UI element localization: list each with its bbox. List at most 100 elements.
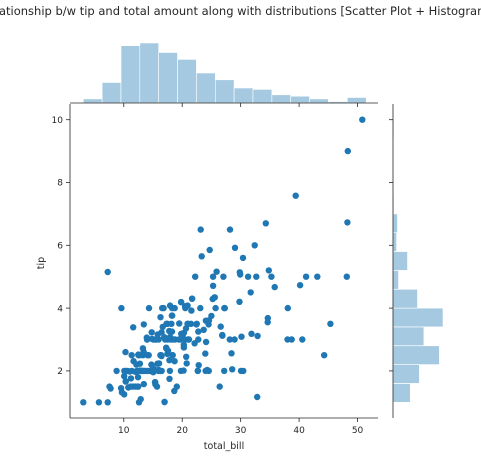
scatter-point bbox=[262, 220, 269, 227]
scatter-point bbox=[220, 273, 227, 280]
x-tick-label: 40 bbox=[293, 426, 305, 436]
scatter-points bbox=[80, 116, 366, 406]
scatter-point bbox=[229, 366, 236, 373]
scatter-point bbox=[158, 329, 165, 336]
scatter-point bbox=[212, 304, 219, 312]
scatter-point bbox=[292, 192, 299, 199]
scatter-point bbox=[168, 328, 176, 335]
top-hist-bar bbox=[346, 97, 367, 104]
top-hist-bar bbox=[177, 59, 197, 104]
top-hist-bar bbox=[83, 98, 103, 104]
scatter-point bbox=[104, 399, 111, 406]
scatter-point bbox=[192, 273, 199, 280]
right-hist-bar bbox=[392, 270, 399, 290]
scatter-point bbox=[164, 347, 172, 354]
scatter-point bbox=[171, 358, 178, 365]
scatter-point bbox=[206, 246, 213, 254]
scatter-point bbox=[284, 304, 291, 312]
scatter-point bbox=[268, 273, 275, 280]
right-hist-bar bbox=[392, 288, 418, 309]
x-tick-label: 20 bbox=[176, 426, 188, 436]
scatter-point bbox=[239, 254, 247, 262]
top-marginal-histogram bbox=[83, 42, 367, 104]
scatter-point bbox=[122, 378, 129, 385]
scatter-point bbox=[209, 282, 217, 289]
scatter-point bbox=[193, 320, 200, 327]
scatter-point bbox=[299, 336, 306, 343]
top-hist-bar bbox=[158, 52, 178, 104]
scatter-point bbox=[265, 267, 272, 274]
scatter-point bbox=[106, 383, 113, 390]
top-hist-bar bbox=[271, 94, 291, 104]
right-hist-bar bbox=[392, 307, 444, 328]
top-hist-bar bbox=[139, 42, 160, 104]
y-tick-label: 8 bbox=[57, 179, 63, 189]
scatter-point bbox=[244, 273, 252, 280]
scatter-point bbox=[321, 352, 328, 359]
scatter-point bbox=[240, 367, 247, 375]
scatter-point bbox=[264, 314, 271, 322]
scatter-point bbox=[359, 116, 366, 123]
scatter-point bbox=[197, 226, 204, 233]
right-marginal-histogram bbox=[392, 119, 444, 403]
scatter-point bbox=[344, 147, 351, 155]
y-axis-label: tip bbox=[36, 257, 47, 269]
x-tick-label: 10 bbox=[118, 426, 130, 436]
scatter-point bbox=[151, 379, 159, 386]
scatter-point bbox=[145, 352, 152, 359]
scatter-point bbox=[200, 326, 207, 333]
scatter-point bbox=[184, 302, 191, 309]
x-axis-label: total_bill bbox=[204, 441, 244, 452]
scatter-point bbox=[213, 268, 220, 275]
scatter-point bbox=[254, 393, 261, 401]
y-axis-ticks: 2 4 6 8 10 bbox=[52, 116, 70, 377]
scatter-point bbox=[169, 312, 176, 319]
right-hist-bar bbox=[392, 345, 440, 365]
scatter-point bbox=[187, 320, 195, 327]
scatter-point bbox=[188, 307, 195, 314]
scatter-point bbox=[180, 367, 187, 374]
top-hist-bar bbox=[196, 72, 216, 104]
scatter-point bbox=[140, 321, 147, 328]
scatter-point bbox=[127, 375, 135, 382]
scatter-point bbox=[185, 336, 193, 343]
scatter-point bbox=[128, 352, 135, 359]
scatter-point bbox=[188, 295, 196, 302]
scatter-point bbox=[251, 242, 258, 249]
scatter-point bbox=[166, 333, 174, 341]
scatter-point bbox=[209, 273, 217, 280]
right-hist-bar bbox=[392, 213, 398, 233]
scatter-point bbox=[118, 304, 125, 312]
scatter-point bbox=[157, 314, 164, 321]
scatter-point bbox=[208, 312, 215, 320]
scatter-point bbox=[160, 304, 167, 312]
scatter-point bbox=[148, 329, 155, 336]
scatter-point bbox=[194, 367, 201, 375]
scatter-point bbox=[219, 331, 226, 339]
scatter-point bbox=[158, 352, 165, 360]
scatter-point bbox=[173, 383, 180, 390]
x-axis-ticks: 10 20 30 40 50 bbox=[118, 418, 364, 436]
chart-title: Relationship b/w tip and total amount al… bbox=[0, 4, 481, 18]
scatter-point bbox=[166, 357, 173, 364]
scatter-point bbox=[143, 336, 151, 343]
scatter-point bbox=[237, 271, 244, 278]
scatter-point bbox=[166, 375, 173, 382]
scatter-point bbox=[155, 336, 162, 343]
scatter-point bbox=[95, 399, 103, 406]
scatter-point bbox=[344, 219, 351, 226]
top-hist-bar bbox=[233, 87, 254, 104]
top-hist-bar bbox=[215, 79, 235, 104]
right-hist-bar bbox=[392, 364, 420, 384]
scatter-point bbox=[134, 383, 142, 390]
scatter-point bbox=[127, 383, 134, 390]
scatter-point bbox=[197, 304, 204, 312]
right-hist-bar bbox=[392, 251, 408, 271]
scatter-point bbox=[137, 396, 144, 403]
top-hist-bar bbox=[120, 45, 141, 104]
scatter-point bbox=[217, 323, 224, 330]
scatter-point bbox=[195, 328, 202, 335]
scatter-point bbox=[169, 352, 176, 359]
scatter-point bbox=[121, 373, 128, 380]
scatter-point bbox=[171, 304, 178, 312]
